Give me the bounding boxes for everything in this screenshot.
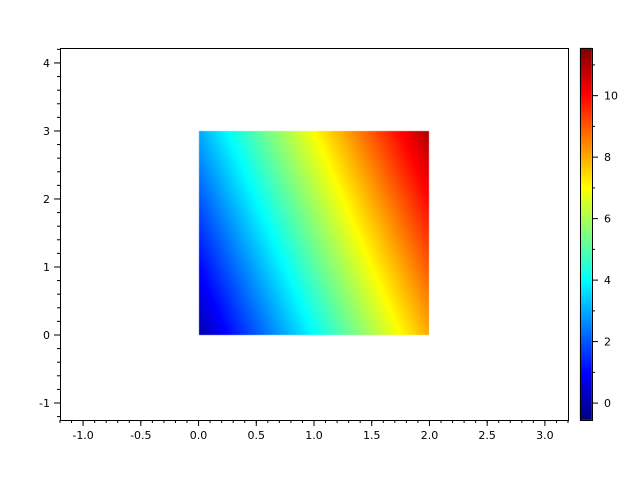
- plot-frame: [60, 48, 569, 421]
- x-tick-label: 3.0: [536, 429, 554, 442]
- y-tick-label: 0: [43, 329, 50, 342]
- x-tick-label: -0.5: [130, 429, 151, 442]
- colorbar-frame: [580, 48, 593, 421]
- x-tick-label: -1.0: [72, 429, 93, 442]
- y-tick-label: 2: [43, 193, 50, 206]
- x-tick-label: 2.0: [421, 429, 439, 442]
- colorbar-tick-label: 10: [604, 90, 618, 103]
- x-tick-label: 0.0: [190, 429, 208, 442]
- y-tick-label: 3: [43, 125, 50, 138]
- colorbar-tick-label: 8: [604, 151, 611, 164]
- colorbar-tick-label: 2: [604, 336, 611, 349]
- x-tick-label: 0.5: [248, 429, 266, 442]
- y-tick-label: 4: [43, 57, 50, 70]
- colorbar-tick-label: 4: [604, 274, 611, 287]
- colorbar-tick-label: 0: [604, 397, 611, 410]
- x-tick-label: 1.5: [363, 429, 381, 442]
- x-tick-label: 2.5: [478, 429, 496, 442]
- y-tick-label: 1: [43, 261, 50, 274]
- y-tick-label: -1: [39, 397, 50, 410]
- x-tick-label: 1.0: [305, 429, 323, 442]
- colorbar-tick-label: 6: [604, 213, 611, 226]
